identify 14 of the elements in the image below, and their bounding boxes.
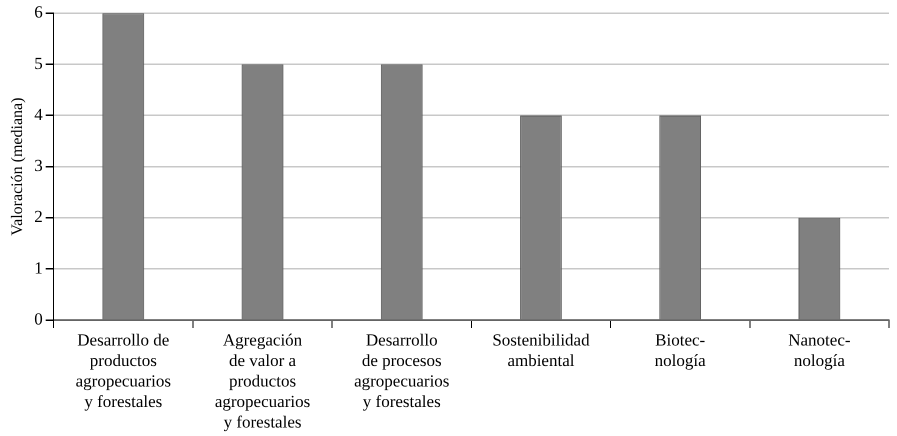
x-tick-label: Sostenibilidad ambiental	[492, 330, 590, 370]
x-tick-label: Desarrollo de procesos agropecuarios y forestales	[354, 330, 450, 411]
x-tick-label: Desarrollo de productos agropecuarios y forestales	[76, 330, 171, 411]
y-tick-label: 5	[34, 54, 43, 73]
x-tick-label: Nanotec- nología	[788, 330, 851, 370]
x-tick-label: Biotec- nología	[654, 330, 706, 370]
x-tick-label: Agregación de valor a productos agropecuarios y forestales	[214, 330, 310, 432]
y-tick-label: 3	[34, 156, 43, 176]
y-tick-label: 0	[34, 309, 43, 328]
y-tick-label: 4	[34, 104, 44, 124]
y-tick-label: 2	[34, 207, 43, 226]
y-axis-title: Valoración (mediana)	[8, 98, 26, 236]
y-tick-label: 6	[34, 2, 43, 22]
y-tick-label: 1	[34, 258, 43, 278]
